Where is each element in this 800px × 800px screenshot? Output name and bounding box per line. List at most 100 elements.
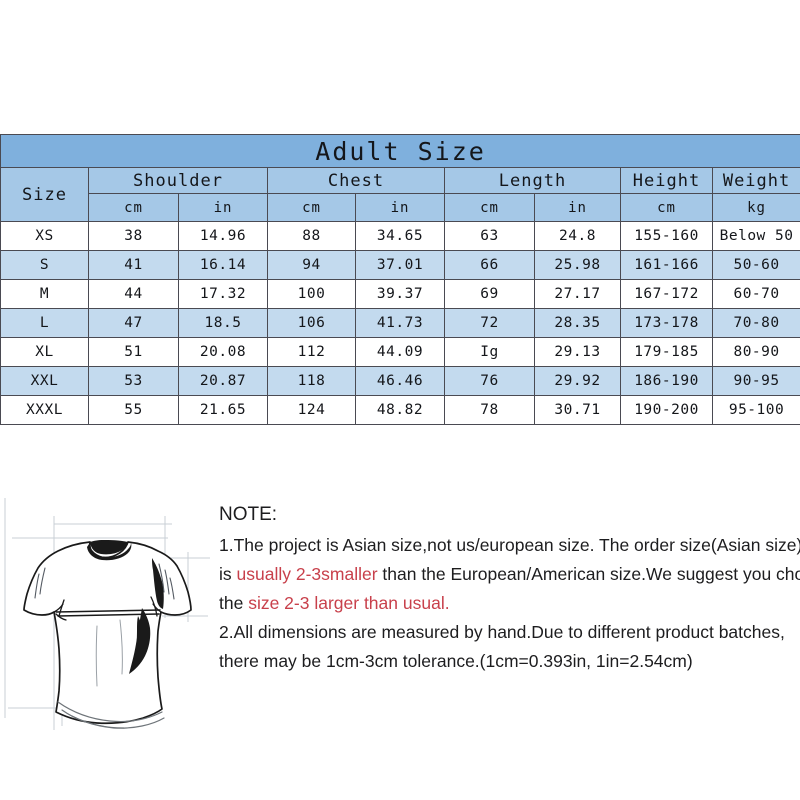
cell-weight-kg: Below 50 bbox=[711, 221, 800, 251]
cell-chest-cm: 100 bbox=[267, 279, 356, 309]
cell-size: XL bbox=[0, 337, 89, 367]
note-line-2-suffix: than the European/American size.We sugge… bbox=[377, 564, 800, 584]
cell-chest-in: 44.09 bbox=[355, 337, 445, 367]
table-group-header-row: Size Shoulder Chest Length Height Weight bbox=[0, 167, 800, 222]
table-row: XL 51 20.08 112 44.09 Ig 29.13 179-185 80-90 bbox=[0, 337, 800, 367]
cell-length-in: 28.35 bbox=[534, 308, 621, 338]
adult-size-table: Adult Size Size Shoulder Chest Length He… bbox=[0, 134, 800, 425]
table-row: XXXL 55 21.65 124 48.82 78 30.71 190-200 95-100 bbox=[0, 395, 800, 425]
chest-measurement-line bbox=[55, 609, 161, 617]
cell-chest-in: 46.46 bbox=[355, 366, 445, 396]
table-title: Adult Size bbox=[0, 134, 800, 168]
cell-size: L bbox=[0, 308, 89, 338]
cell-weight-kg: 60-70 bbox=[711, 279, 800, 309]
cell-height-cm: 161-166 bbox=[620, 250, 713, 280]
table-title-row: Adult Size bbox=[0, 134, 800, 168]
note-section: NOTE: 1.The project is Asian size,not us… bbox=[219, 502, 800, 676]
cell-length-in: 27.17 bbox=[534, 279, 621, 309]
unit-header-height-cm: cm bbox=[620, 193, 713, 222]
tshirt-sleeve-folds bbox=[34, 563, 175, 600]
column-header-weight: Weight bbox=[711, 167, 800, 194]
cell-height-cm: 167-172 bbox=[620, 279, 713, 309]
cell-shoulder-cm: 44 bbox=[88, 279, 179, 309]
cell-height-cm: 155-160 bbox=[620, 221, 713, 251]
cell-chest-in: 41.73 bbox=[355, 308, 445, 338]
tshirt-hem-folds bbox=[57, 701, 165, 729]
cell-chest-in: 34.65 bbox=[355, 221, 445, 251]
cell-length-cm: 69 bbox=[444, 279, 535, 309]
cell-shoulder-in: 20.87 bbox=[178, 366, 268, 396]
cell-shoulder-cm: 55 bbox=[88, 395, 179, 425]
note-line-3: the size 2-3 larger than usual. bbox=[219, 589, 797, 618]
cell-shoulder-in: 18.5 bbox=[178, 308, 268, 338]
table-row: XS 38 14.96 88 34.65 63 24.8 155-160 Below 50 bbox=[0, 221, 800, 251]
cell-chest-cm: 118 bbox=[267, 366, 356, 396]
cell-length-in: 25.98 bbox=[534, 250, 621, 280]
cell-shoulder-cm: 38 bbox=[88, 221, 179, 251]
cell-shoulder-cm: 51 bbox=[88, 337, 179, 367]
table-head: Adult Size Size Shoulder Chest Length He… bbox=[0, 134, 800, 222]
cell-chest-in: 39.37 bbox=[355, 279, 445, 309]
note-line-2-prefix: is bbox=[219, 564, 237, 584]
table-body: XS 38 14.96 88 34.65 63 24.8 155-160 Below 50 S 41… bbox=[0, 221, 800, 425]
column-header-height: Height bbox=[620, 167, 713, 194]
size-table-container: Adult Size Size Shoulder Chest Length He… bbox=[0, 134, 800, 425]
tshirt-collar bbox=[87, 540, 132, 561]
unit-header-weight-kg: kg bbox=[711, 193, 800, 222]
note-line-5: there may be 1cm-3cm tolerance.(1cm=0.39… bbox=[219, 651, 693, 671]
cell-weight-kg: 90-95 bbox=[711, 366, 800, 396]
column-header-chest: Chest bbox=[267, 167, 445, 194]
cell-length-in: 24.8 bbox=[534, 221, 621, 251]
column-header-size: Size bbox=[0, 167, 89, 222]
unit-header-length-cm: cm bbox=[444, 193, 535, 222]
cell-length-cm: 72 bbox=[444, 308, 535, 338]
table-row: XXL 53 20.87 118 46.46 76 29.92 186-190 90-95 bbox=[0, 366, 800, 396]
unit-header-length-in: in bbox=[534, 193, 621, 222]
cell-length-in: 29.13 bbox=[534, 337, 621, 367]
unit-header-chest-in: in bbox=[355, 193, 445, 222]
tshirt-outline bbox=[23, 541, 192, 725]
table-row: M 44 17.32 100 39.37 69 27.17 167-172 60-70 bbox=[0, 279, 800, 309]
cell-shoulder-in: 14.96 bbox=[178, 221, 268, 251]
column-header-length: Length bbox=[444, 167, 621, 194]
cell-size: M bbox=[0, 279, 89, 309]
cell-height-cm: 190-200 bbox=[620, 395, 713, 425]
note-line-1: 1.The project is Asian size,not us/europ… bbox=[219, 535, 800, 555]
cell-shoulder-in: 16.14 bbox=[178, 250, 268, 280]
cell-chest-in: 37.01 bbox=[355, 250, 445, 280]
cell-chest-cm: 88 bbox=[267, 221, 356, 251]
unit-header-chest-cm: cm bbox=[267, 193, 356, 222]
cell-chest-cm: 94 bbox=[267, 250, 356, 280]
tshirt-diagram bbox=[2, 486, 214, 730]
cell-length-cm: Ig bbox=[444, 337, 535, 367]
tshirt-body-folds bbox=[95, 619, 123, 687]
cell-chest-in: 48.82 bbox=[355, 395, 445, 425]
cell-weight-kg: 50-60 bbox=[711, 250, 800, 280]
cell-height-cm: 173-178 bbox=[620, 308, 713, 338]
cell-shoulder-cm: 47 bbox=[88, 308, 179, 338]
cell-shoulder-in: 20.08 bbox=[178, 337, 268, 367]
cell-length-cm: 78 bbox=[444, 395, 535, 425]
table-unit-header-row: cm in cm in cm in cm kg bbox=[1, 193, 800, 222]
note-line-3-emphasis: size 2-3 larger than usual. bbox=[248, 593, 450, 613]
cell-chest-cm: 112 bbox=[267, 337, 356, 367]
cell-height-cm: 186-190 bbox=[620, 366, 713, 396]
note-line-4: 2.All dimensions are measured by hand.Du… bbox=[219, 622, 785, 642]
cell-shoulder-cm: 41 bbox=[88, 250, 179, 280]
note-line-2: is usually 2-3smaller than the European/… bbox=[219, 560, 800, 589]
cell-chest-cm: 124 bbox=[267, 395, 356, 425]
unit-header-shoulder-cm: cm bbox=[88, 193, 179, 222]
cell-length-cm: 76 bbox=[444, 366, 535, 396]
note-line-2-emphasis: usually 2-3smaller bbox=[236, 564, 378, 584]
cell-size: S bbox=[0, 250, 89, 280]
cell-size: XXL bbox=[0, 366, 89, 396]
note-heading: NOTE: bbox=[219, 504, 278, 525]
cell-height-cm: 179-185 bbox=[620, 337, 713, 367]
cell-length-cm: 66 bbox=[444, 250, 535, 280]
cell-length-in: 29.92 bbox=[534, 366, 621, 396]
cell-size: XXXL bbox=[0, 395, 89, 425]
cell-weight-kg: 95-100 bbox=[711, 395, 800, 425]
cell-weight-kg: 70-80 bbox=[711, 308, 800, 338]
cell-chest-cm: 106 bbox=[267, 308, 356, 338]
